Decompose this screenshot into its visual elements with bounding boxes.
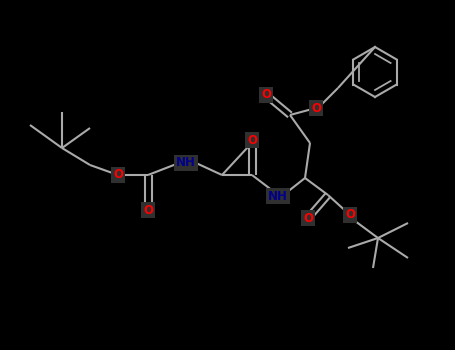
Text: O: O — [143, 203, 153, 217]
Text: O: O — [261, 89, 271, 101]
Text: O: O — [247, 133, 257, 147]
Text: O: O — [113, 168, 123, 182]
Text: O: O — [345, 209, 355, 222]
Text: NH: NH — [176, 156, 196, 169]
Text: O: O — [311, 102, 321, 114]
Text: O: O — [303, 211, 313, 224]
Text: NH: NH — [268, 189, 288, 203]
